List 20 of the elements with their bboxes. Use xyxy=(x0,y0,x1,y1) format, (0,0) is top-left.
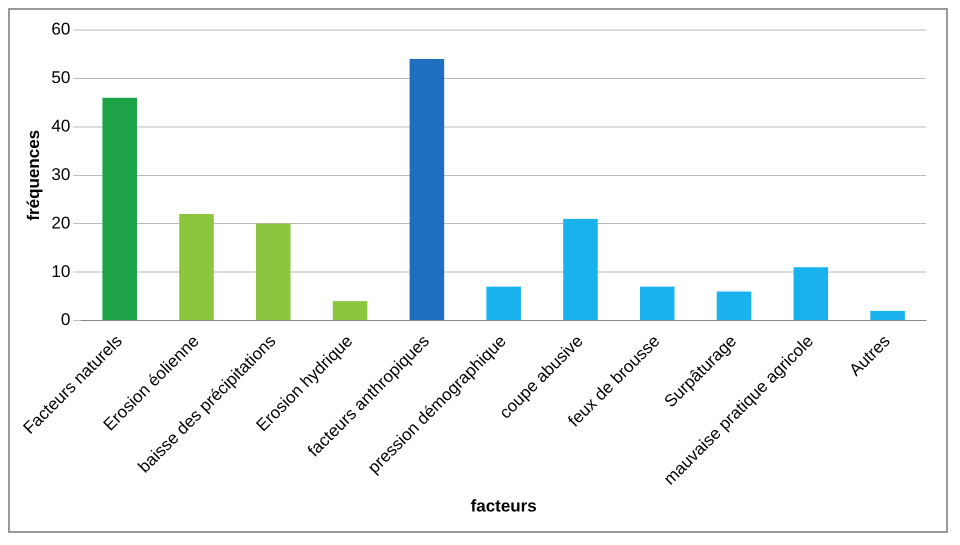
bar xyxy=(179,214,214,320)
bar xyxy=(870,310,905,320)
bar xyxy=(102,98,137,320)
bar xyxy=(563,218,598,320)
bar xyxy=(410,59,444,320)
bar xyxy=(332,301,368,320)
bar xyxy=(486,286,521,320)
y-tick-label: 40 xyxy=(51,116,70,136)
y-tick-label: 10 xyxy=(51,262,70,281)
bar xyxy=(640,286,675,320)
bar xyxy=(256,224,291,320)
y-axis-title: fréquences xyxy=(24,130,43,221)
y-tick-label: 20 xyxy=(51,213,70,232)
y-tick-label: 50 xyxy=(51,68,70,88)
x-axis-title: facteurs xyxy=(470,496,537,516)
y-tick-label: 60 xyxy=(51,20,70,39)
y-tick-label: 0 xyxy=(60,310,70,330)
y-tick-label: 30 xyxy=(51,164,70,184)
bar xyxy=(794,267,828,320)
bar xyxy=(716,291,752,320)
